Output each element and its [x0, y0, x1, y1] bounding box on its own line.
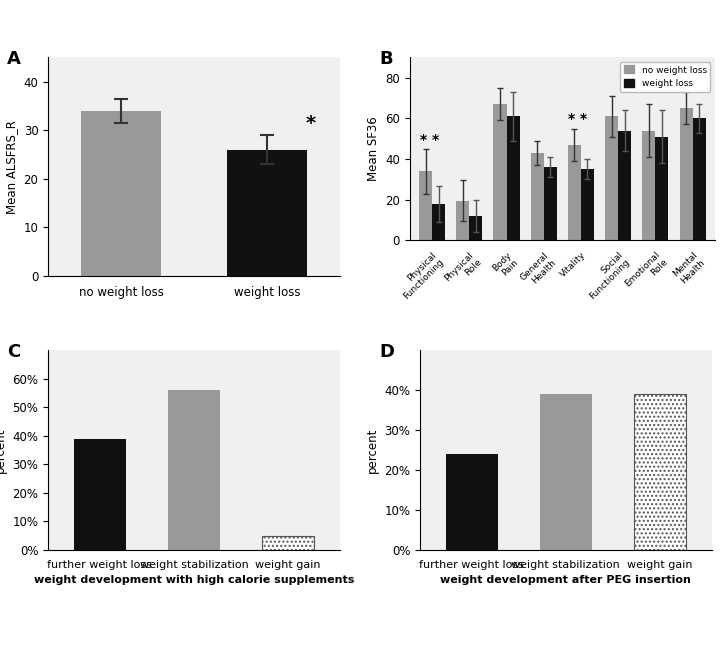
- Y-axis label: Mean SF36: Mean SF36: [367, 117, 380, 181]
- Text: B: B: [379, 50, 393, 68]
- Bar: [692, 118, 705, 240]
- Bar: [507, 117, 520, 240]
- Bar: [227, 150, 307, 276]
- Bar: [493, 104, 507, 240]
- Text: * *: * *: [419, 133, 439, 147]
- Bar: [581, 169, 594, 240]
- Bar: [634, 394, 686, 550]
- Bar: [643, 131, 656, 240]
- Y-axis label: Mean ALSFRS_R: Mean ALSFRS_R: [5, 120, 18, 214]
- Bar: [419, 171, 432, 240]
- Legend: no weight loss, weight loss: no weight loss, weight loss: [620, 62, 710, 92]
- Bar: [618, 131, 631, 240]
- X-axis label: weight development after PEG insertion: weight development after PEG insertion: [440, 575, 691, 585]
- Bar: [456, 201, 469, 240]
- Bar: [81, 111, 161, 276]
- Text: Source: BMC Neurol © 2013 BioMed Central, Ltd.: Source: BMC Neurol © 2013 BioMed Central…: [444, 629, 700, 639]
- Bar: [74, 439, 126, 550]
- Text: * *: * *: [568, 113, 588, 126]
- Bar: [656, 137, 669, 240]
- Bar: [469, 216, 482, 240]
- Text: Medscape: Medscape: [11, 14, 112, 33]
- Text: A: A: [7, 50, 21, 68]
- Bar: [605, 117, 618, 240]
- Bar: [568, 145, 581, 240]
- Y-axis label: percent: percent: [366, 427, 379, 473]
- Text: C: C: [7, 343, 20, 361]
- Bar: [679, 108, 692, 240]
- Text: D: D: [379, 343, 394, 361]
- Bar: [544, 167, 557, 240]
- Bar: [540, 394, 591, 550]
- Bar: [446, 454, 497, 550]
- Bar: [262, 536, 314, 550]
- Bar: [531, 153, 544, 240]
- X-axis label: weight development with high calorie supplements: weight development with high calorie sup…: [34, 575, 354, 585]
- Bar: [432, 204, 445, 240]
- Bar: [168, 390, 219, 550]
- Text: *: *: [305, 114, 316, 133]
- Y-axis label: percent: percent: [0, 427, 7, 473]
